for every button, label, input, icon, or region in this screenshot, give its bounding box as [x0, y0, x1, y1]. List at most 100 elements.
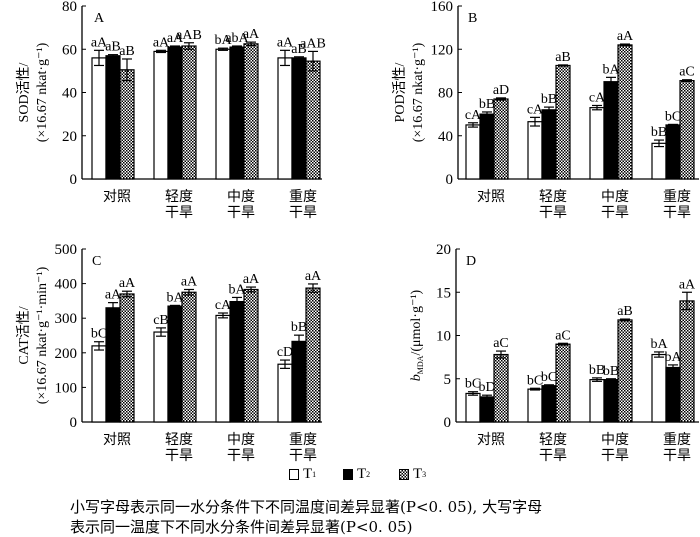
significance-label: cA — [215, 298, 232, 313]
y-tick-label: 0 — [70, 172, 78, 188]
significance-label: cA — [465, 108, 482, 123]
significance-label: cA — [527, 102, 544, 117]
legend-swatch-white — [289, 469, 299, 480]
bar-t1 — [215, 314, 231, 423]
significance-label: abA — [225, 31, 249, 46]
category-label: 对照 — [103, 432, 131, 448]
significance-label: aB — [291, 42, 307, 57]
category-label: 轻度 — [165, 432, 193, 448]
significance-label: aC — [679, 65, 695, 80]
y-tick-label: 0 — [444, 415, 452, 431]
legend-sub: 2 — [366, 470, 371, 479]
y-axis-title-line2: (×16.67 nkat·g⁻¹·min⁻¹) — [35, 266, 50, 404]
y-axis-title-line1: SOD活性/ — [16, 62, 32, 122]
legend-sub: 3 — [422, 470, 427, 479]
bar-t3 — [617, 44, 633, 180]
significance-label: aA — [679, 277, 696, 292]
y-tick-label: 400 — [55, 277, 78, 293]
significance-label: bB — [589, 363, 605, 378]
significance-label: bB — [479, 97, 495, 112]
significance-label: aA — [305, 269, 322, 284]
bar-t3 — [555, 64, 571, 180]
panel-C: 0 100 200 300 400 500 C CAT活性/(×16.67 nkat·g⁻¹·… — [16, 242, 322, 464]
bar-t2 — [105, 307, 121, 423]
significance-label: aB — [555, 50, 571, 65]
category-label: 对照 — [103, 189, 131, 205]
bar-t1 — [589, 107, 605, 180]
significance-label: aA — [617, 29, 634, 44]
category-label: 中度 — [601, 432, 629, 448]
y-tick-label: 15 — [436, 285, 451, 301]
category-label: 干旱 — [601, 448, 629, 464]
bar-t3 — [119, 69, 135, 180]
significance-label: bA — [650, 337, 668, 352]
y-tick-label: 100 — [55, 380, 78, 396]
bar-t3 — [181, 291, 197, 423]
bar-t1 — [277, 57, 293, 180]
category-label: 轻度 — [165, 189, 193, 205]
bar-t3 — [679, 80, 695, 180]
significance-label: aAB — [300, 36, 326, 51]
legend-swatch-black — [343, 469, 353, 480]
y-title-sub: MDA — [416, 355, 425, 374]
legend-label: T — [357, 466, 367, 482]
y-tick-label: 60 — [62, 42, 77, 58]
y-tick-label: 80 — [438, 86, 453, 102]
bar-t2 — [603, 379, 619, 423]
bar-t3 — [679, 300, 695, 423]
bar-t1 — [91, 57, 107, 180]
category-label: 中度 — [227, 189, 255, 205]
category-label: 重度 — [663, 189, 691, 205]
category-label: 轻度 — [539, 432, 567, 448]
y-axis-title-line1: CAT活性/ — [16, 306, 32, 364]
bar-t3 — [181, 45, 197, 180]
bar-t2 — [541, 109, 557, 180]
category-label: 干旱 — [663, 448, 691, 464]
y-tick-label: 5 — [444, 372, 452, 388]
significance-label: bC — [91, 327, 107, 342]
y-tick-label: 0 — [446, 172, 454, 188]
bar-t1 — [465, 392, 481, 423]
significance-label: aA — [243, 272, 260, 287]
significance-label: cA — [589, 90, 606, 105]
panel-D: 05101520DbMDA/(μmol·g⁻¹)bCbDaC对照bCbCaC轻度… — [409, 242, 699, 464]
category-label: 干旱 — [289, 205, 317, 221]
footnote-line-1: 小写字母表示同一水分条件下不同温度间差异显著(P<0. 05), 大写字母 — [70, 498, 543, 516]
bar-t1 — [153, 50, 169, 180]
y-tick-label: 160 — [431, 0, 454, 15]
bar-t2 — [665, 124, 681, 180]
y-axis-title-line2: (×16.67 nkat·g⁻¹) — [411, 42, 426, 142]
significance-label: aA — [91, 35, 108, 50]
footnote-line-2: 表示同一温度下不同水分条件间差异显著(P<0. 05) — [70, 518, 413, 536]
bar-t3 — [243, 288, 259, 423]
legend-label: T — [303, 466, 313, 482]
category-label: 干旱 — [601, 205, 629, 221]
significance-label: bD — [478, 380, 495, 395]
y-axis-title-line1: POD活性/ — [392, 62, 408, 122]
bar-t3 — [617, 319, 633, 423]
category-label: 重度 — [289, 189, 317, 205]
category-label: 轻度 — [539, 189, 567, 205]
significance-label: bA — [602, 62, 620, 77]
category-label: 干旱 — [165, 448, 193, 464]
bar-t2 — [167, 46, 183, 180]
significance-label: cB — [153, 313, 169, 328]
y-title-unit: /(μmol·g⁻¹) — [409, 289, 424, 355]
y-tick-label: 40 — [438, 129, 453, 145]
bar-t1 — [153, 331, 169, 423]
panel-letter: C — [92, 254, 101, 269]
legend-swatch-checker — [399, 469, 409, 480]
significance-label: aA — [243, 27, 260, 42]
bar-t3 — [243, 43, 259, 180]
significance-label: aA — [277, 35, 294, 50]
bar-t2 — [479, 396, 495, 423]
significance-label: bA — [664, 350, 682, 365]
bar-t1 — [527, 121, 543, 180]
panel-letter: B — [468, 11, 477, 26]
bar-t2 — [479, 113, 495, 180]
bar-t1 — [215, 48, 231, 180]
